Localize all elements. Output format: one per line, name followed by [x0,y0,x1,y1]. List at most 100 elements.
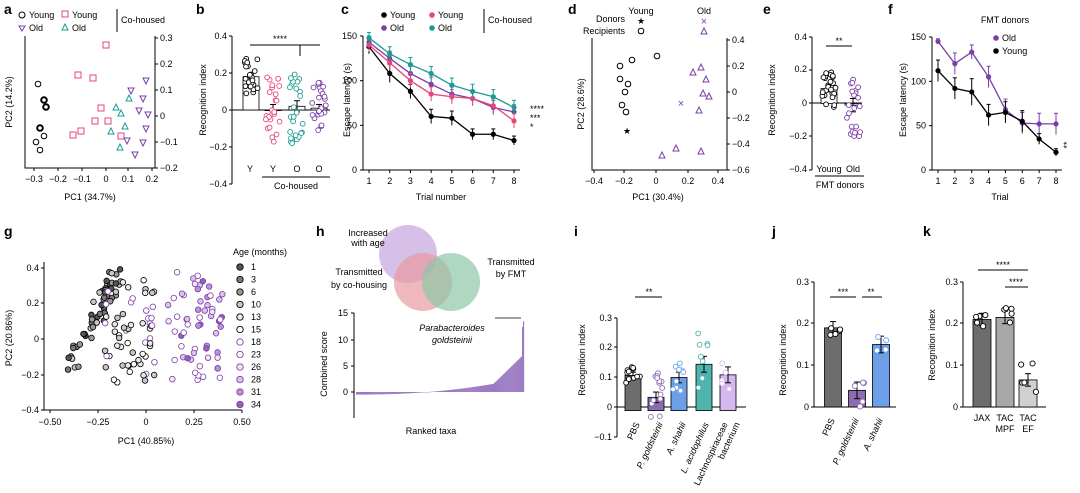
data-point [428,91,434,97]
data-point [511,118,517,124]
category-label: MPF [996,424,1016,434]
venn-label-fmt: Transmitted [487,257,534,267]
data-point [699,375,706,382]
data-point [101,347,109,355]
data-point [201,307,208,314]
data-point [659,385,666,391]
data-point [169,375,176,383]
venn-label-age: with age [350,238,385,248]
bar [403,392,405,394]
data-point [935,68,941,74]
panel-h: h Increased with age Transmitted by co-h… [316,223,535,436]
y-tick-label: 150 [911,32,926,42]
x-tick-label: 7 [491,176,496,186]
bar [368,392,370,395]
data-point [630,365,636,371]
data-point [276,118,283,125]
bar-series-b [242,55,329,147]
data-point [89,323,97,331]
legend-marker [236,363,244,371]
bar [439,391,441,392]
bar [441,390,444,392]
bar [972,319,992,408]
bar [508,369,510,392]
data-point [290,118,296,125]
y-tick-label: 0.2 [599,342,612,352]
bar [415,392,417,393]
data-point [142,77,150,86]
data-point [830,73,836,79]
annotation-taxon: goldsteinii [432,335,473,345]
data-point [127,321,135,329]
annotation-taxon: Parabacteroides [419,323,485,333]
bar [419,392,421,393]
data-point [677,387,684,394]
legend-recipients: Recipients [583,26,626,36]
legend-donors: Donors [596,14,626,24]
panel-label-d: d [568,1,577,17]
bar [370,392,372,395]
data-point [289,140,296,147]
bar [417,392,419,393]
bar [511,366,513,392]
bar [872,344,890,408]
data-point [969,89,975,95]
bar [519,358,521,392]
data-point [288,135,294,142]
bar [509,368,511,392]
data-point [112,288,120,295]
data-point [180,329,187,336]
data-point [36,124,44,132]
bar [493,383,495,392]
y-tick-label: 0 [802,98,807,108]
legend-marker-old-cohoused [429,25,435,31]
bar-series-e [819,69,863,139]
bar [480,385,482,392]
y-axis-label-g: PC2 (20.86%) [4,310,14,367]
bar [488,384,490,392]
bar [515,362,517,392]
data-point [985,74,992,80]
bar [492,383,494,392]
data-point [469,131,476,137]
x-axis-label-f: Trial [991,192,1008,202]
bar [501,375,503,392]
y-tick-label: 0.4 [732,35,745,45]
panel-j: j Recognition index 0.3 0.2 0.1 0 *** **… [771,223,896,466]
x-tick-label: −0.50 [39,417,62,427]
bar [382,392,384,395]
legend-marker-old [18,25,26,32]
y-tick-label: 0.2 [26,298,39,308]
bar [516,361,518,392]
data-point [125,93,133,102]
y-tick-label: 0 [343,387,348,397]
bar [361,392,364,395]
bar [456,389,458,392]
bar [514,363,516,392]
data-point [150,371,158,379]
bar [486,384,488,392]
data-point [829,94,836,101]
y-tick-label: 0.1 [160,85,173,95]
y-tick-label: 150 [342,31,357,41]
data-point [985,112,992,118]
legend-marker-young-recipient [637,27,645,35]
bar [503,373,505,392]
bar [394,392,396,394]
x-tick-label: 0.2 [146,174,159,184]
legend-marker-young [18,11,26,19]
data-point [648,414,654,420]
data-point [120,324,128,331]
legend-marker [236,300,244,309]
data-point [149,289,156,296]
bar [506,371,508,392]
data-point [173,313,181,320]
bar [464,388,466,392]
data-point [126,368,133,376]
bar [440,390,443,392]
data-point [111,328,119,335]
data-point [851,105,858,111]
data-point [164,301,172,309]
x-categories-b: Y Y O O [247,164,323,174]
bar [461,388,463,392]
